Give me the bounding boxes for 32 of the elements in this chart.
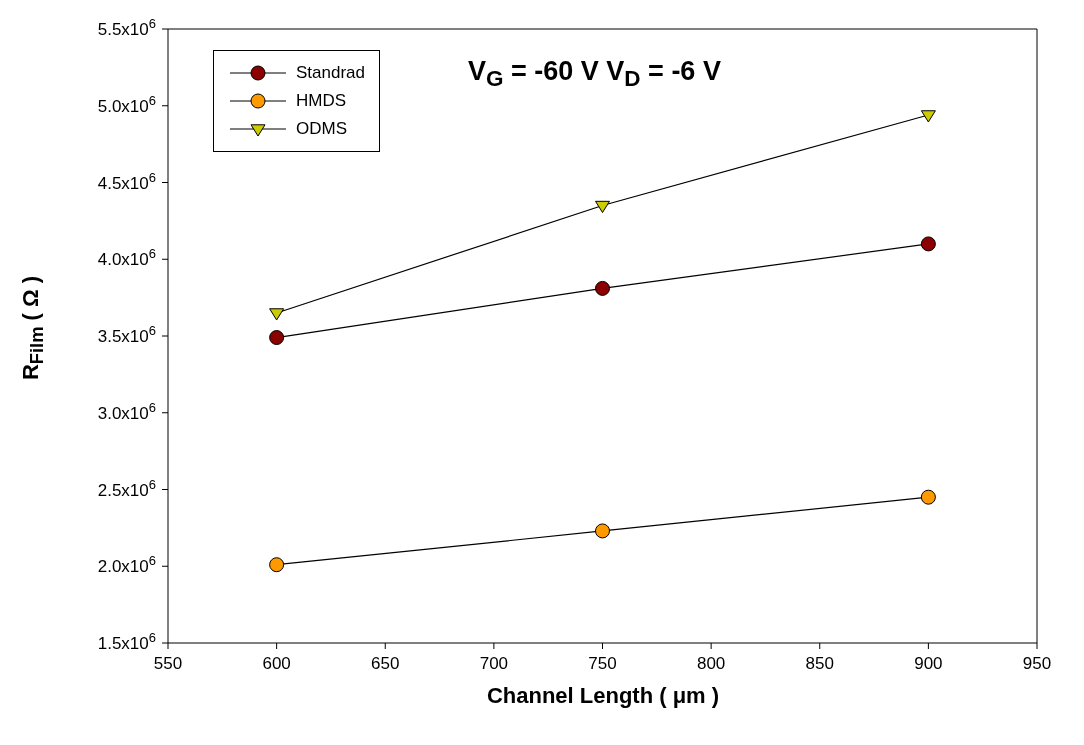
y-tick-label: 2.5x10$^{6}$ [97, 476, 156, 500]
x-tick-label: 850 [805, 654, 834, 673]
y-tick-label: 2.0x10$^{6}$ [97, 552, 156, 577]
point [595, 523, 610, 539]
point [595, 200, 610, 214]
point [595, 280, 610, 296]
point [269, 557, 285, 573]
y-tick-label: 3.5x10$^{6}$ [97, 322, 156, 346]
legend-label: ODMS [296, 119, 347, 139]
y-tick-label: 5.0x10$^{6}$ [97, 92, 156, 116]
point [920, 489, 936, 505]
y-tick-label: 3.0x10$^{6}$ [97, 399, 156, 423]
point [920, 236, 936, 252]
point [920, 110, 936, 123]
legend-label: Standrad [296, 63, 365, 83]
x-tick-label: 700 [479, 654, 509, 673]
x-tick-label: 600 [262, 654, 291, 673]
y-tick-label: 4.5x10$^{6}$ [97, 169, 156, 193]
x-tick-label: 950 [1022, 654, 1052, 673]
point [269, 308, 285, 321]
x-tick-label: 650 [371, 654, 400, 673]
annotation: V$_{G}$ = -60 V V$_{D}$ = -6 V [468, 56, 721, 93]
x-tick-label: 750 [588, 654, 617, 673]
x-tick-label: 900 [914, 654, 943, 673]
y-tick-label: 4.0x10$^{6}$ [97, 245, 156, 270]
x-axis-title: Channel Length ( μm ) [485, 683, 721, 709]
x-tick-label: 550 [153, 654, 183, 673]
x-tick-label: 800 [696, 654, 726, 673]
y-tick-label: 1.5x10$^{6}$ [97, 629, 156, 653]
point [269, 330, 285, 346]
legend-label: HMDS [296, 91, 347, 111]
y-tick-label: 5.5x10$^{6}$ [97, 15, 156, 39]
